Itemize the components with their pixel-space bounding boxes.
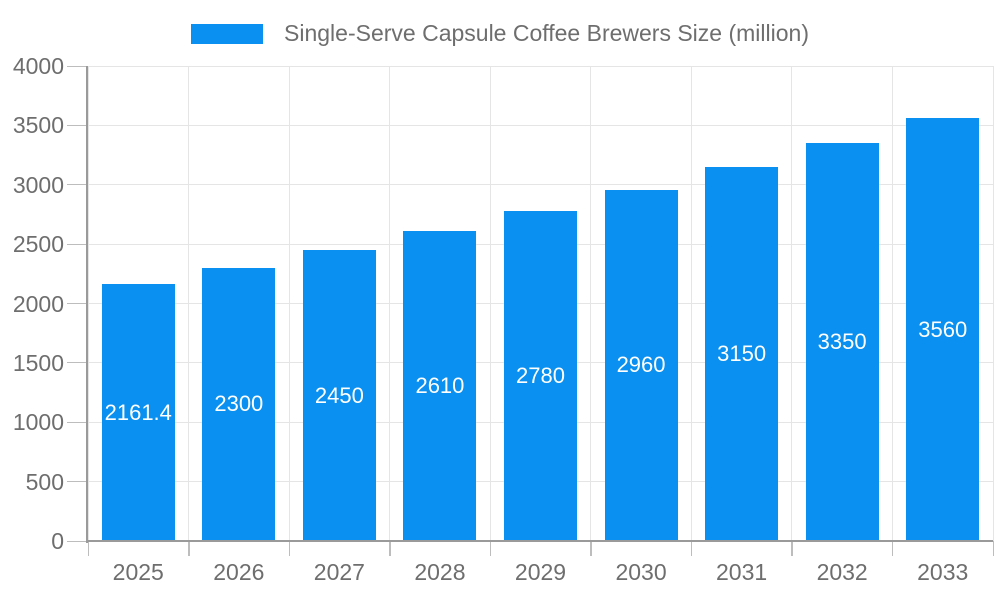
bar-value-label: 2161.4 (104, 399, 172, 425)
x-tick-label: 2029 (514, 559, 567, 585)
x-axis-tick (288, 541, 291, 556)
y-grid-line (88, 124, 993, 126)
y-axis-tick (67, 540, 88, 542)
x-axis-tick (992, 541, 994, 556)
bar (705, 166, 779, 541)
bar (302, 250, 376, 541)
bar-value-label: 2300 (214, 391, 264, 417)
legend: Single-Serve Capsule Coffee Brewers Size… (0, 20, 1000, 47)
x-grid-line (87, 66, 89, 541)
y-axis-tick (67, 124, 88, 126)
y-tick-label: 1000 (12, 409, 64, 436)
x-axis-tick (791, 541, 793, 556)
x-grid-line (992, 66, 994, 541)
bar (504, 210, 577, 541)
x-grid-line (288, 66, 290, 541)
y-tick-label: 4000 (12, 53, 64, 79)
x-axis-tick (891, 541, 894, 556)
bar-value-label: 3150 (717, 340, 767, 366)
x-tick-label: 2026 (213, 559, 265, 585)
y-axis-tick (67, 303, 88, 304)
y-axis-tick (67, 243, 88, 245)
x-axis-tick (590, 541, 592, 556)
bar-value-label: 2450 (314, 382, 364, 408)
y-tick-label: 3500 (12, 112, 64, 139)
bar-value-label: 3350 (817, 329, 867, 355)
y-grid-line (88, 184, 993, 186)
y-axis-tick (67, 481, 88, 483)
y-grid-line (88, 65, 993, 67)
bar (805, 143, 879, 541)
x-tick-label: 2025 (112, 559, 164, 585)
bar-value-label: 2610 (415, 373, 465, 399)
y-tick-label: 1500 (12, 349, 64, 376)
bar-value-label: 2960 (616, 352, 666, 378)
y-axis-tick (67, 65, 88, 67)
x-grid-line (791, 66, 793, 541)
y-axis-line (86, 66, 88, 543)
x-grid-line (891, 66, 893, 541)
bar (202, 267, 276, 541)
y-tick-label: 0 (51, 528, 64, 554)
bar-value-label: 2780 (516, 362, 565, 388)
bar (604, 189, 678, 541)
x-grid-line (590, 66, 592, 541)
legend-label: Single-Serve Capsule Coffee Brewers Size… (284, 20, 809, 46)
x-tick-label: 2030 (615, 559, 667, 585)
x-axis-tick (489, 541, 492, 556)
x-tick-label: 2032 (816, 559, 868, 585)
x-tick-label: 2028 (414, 559, 466, 585)
x-grid-line (489, 66, 491, 541)
bar (101, 284, 175, 541)
y-tick-label: 2500 (12, 231, 64, 258)
x-tick-label: 2031 (716, 559, 768, 585)
x-axis-tick (188, 541, 190, 556)
y-axis-tick (67, 421, 88, 423)
y-tick-label: 3000 (12, 171, 64, 198)
y-axis-tick (67, 184, 88, 186)
x-axis-tick (87, 541, 89, 556)
bar (906, 118, 980, 541)
y-tick-label: 500 (25, 468, 64, 495)
x-tick-label: 2033 (917, 559, 969, 585)
y-tick-label: 2000 (12, 290, 64, 317)
x-axis-tick (389, 541, 391, 556)
legend-swatch (191, 23, 264, 44)
x-grid-line (690, 66, 692, 541)
x-tick-label: 2027 (313, 559, 365, 585)
x-axis-tick (690, 541, 693, 556)
bar (403, 231, 477, 541)
x-grid-line (188, 66, 190, 541)
x-axis-line (86, 540, 993, 542)
bar-value-label: 3560 (918, 316, 968, 342)
x-grid-line (389, 66, 391, 541)
y-axis-tick (67, 362, 88, 364)
